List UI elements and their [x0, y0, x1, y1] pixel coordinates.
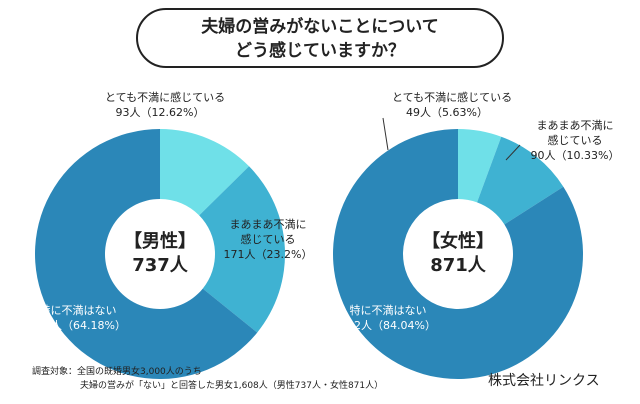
- female-label-none-val: 732人（84.04%）: [340, 319, 436, 332]
- male-center-title: 【男性】: [124, 231, 196, 252]
- female-label-none: 特に不満はない 732人（84.04%）: [338, 303, 438, 333]
- male-label-very: とても不満に感じている 93人（12.62%）: [105, 90, 226, 120]
- female-center-total: 871人: [430, 255, 486, 276]
- female-label-somewhat-val: 90人（10.33%）: [530, 149, 620, 162]
- male-label-none-val: 473人（64.18%）: [30, 319, 126, 332]
- survey-note-line1: 調査対象：全国の既婚男女3,000人のうち: [32, 367, 202, 377]
- title-line-2: どう感じていますか？: [235, 41, 405, 61]
- chart-title: 夫婦の営みがないことについて どう感じていますか？: [136, 8, 504, 68]
- leader-line-0: [382, 117, 389, 151]
- female-label-somewhat-l2: 感じている: [547, 134, 603, 147]
- female-label-very-val: 49人（5.63%）: [406, 106, 488, 119]
- male-slice-0: [160, 129, 250, 216]
- female-slice-1: [477, 136, 564, 225]
- female-label-very: とても不満に感じている 49人（5.63%）: [392, 90, 513, 120]
- male-label-none: 特に不満はない 473人（64.18%）: [28, 303, 128, 333]
- male-label-very-val: 93人（12.62%）: [115, 106, 205, 119]
- company-name: 株式会社リンクス: [488, 373, 600, 389]
- female-label-very-cat: とても不満に感じている: [392, 91, 513, 104]
- female-label-somewhat: まあまあ不満に 感じている 90人（10.33%）: [525, 118, 625, 163]
- female-center-label: 【女性】 871人: [408, 230, 508, 278]
- female-slice-2: [332, 129, 584, 379]
- male-center-total: 737人: [132, 255, 188, 276]
- leader-line-1: [505, 144, 521, 161]
- male-label-somewhat-l2: 感じている: [240, 233, 296, 246]
- female-label-somewhat-l1: まあまあ不満に: [536, 119, 614, 132]
- male-label-very-cat: とても不満に感じている: [105, 91, 226, 104]
- female-slice-0: [458, 129, 502, 203]
- male-label-somewhat-val: 171人（23.2%）: [223, 248, 313, 261]
- survey-note: 調査対象：全国の既婚男女3,000人のうち 夫婦の営みが「ない」と回答した男女1…: [32, 365, 383, 393]
- male-label-somewhat-l1: まあまあ不満に: [229, 218, 307, 231]
- male-label-none-cat: 特に不満はない: [39, 304, 117, 317]
- male-label-somewhat: まあまあ不満に 感じている 171人（23.2%）: [218, 217, 318, 262]
- male-slice-2: [34, 129, 258, 380]
- female-label-none-cat: 特に不満はない: [349, 304, 427, 317]
- male-center-label: 【男性】 737人: [110, 230, 210, 278]
- title-line-1: 夫婦の営みがないことについて: [201, 17, 439, 37]
- survey-note-line2: 夫婦の営みが「ない」と回答した男女1,608人（男性737人・女性871人）: [80, 381, 384, 391]
- female-center-title: 【女性】: [422, 231, 494, 252]
- male-slice-1: [199, 166, 285, 333]
